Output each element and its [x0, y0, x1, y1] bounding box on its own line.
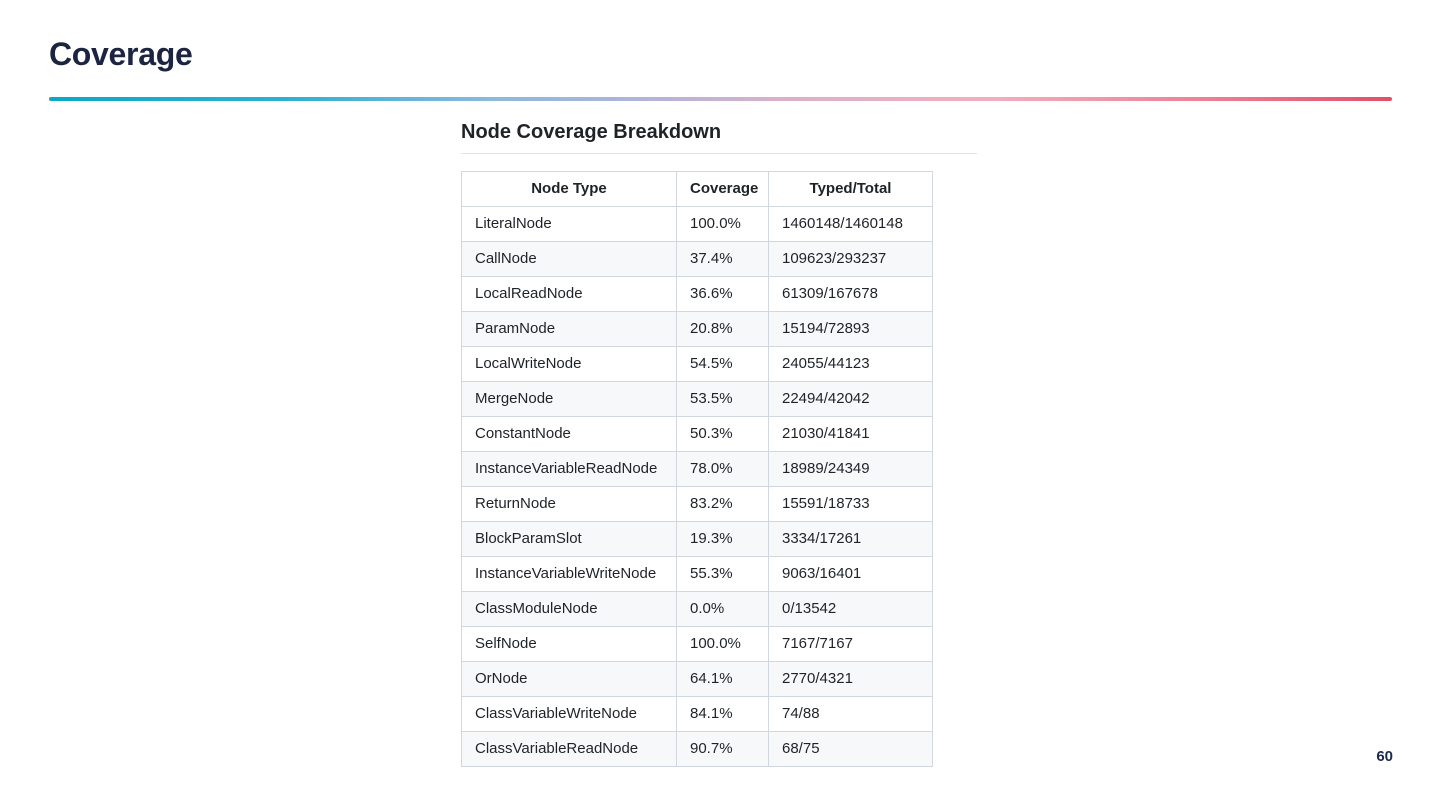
node-type-cell: ClassVariableReadNode — [461, 731, 677, 767]
slide-title: Coverage — [49, 36, 193, 72]
node-type-cell: ConstantNode — [461, 416, 677, 452]
table-row: ReturnNode 83.2% 15591/18733 — [461, 486, 933, 522]
coverage-cell: 84.1% — [676, 696, 769, 732]
table-body: LiteralNode 100.0% 1460148/1460148 CallNode… — [461, 206, 933, 767]
table-header-row: Node Type Coverage Typed/Total — [461, 171, 933, 207]
coverage-cell: 54.5% — [676, 346, 769, 382]
typed-total-cell: 21030/41841 — [768, 416, 933, 452]
typed-total-cell: 2770/4321 — [768, 661, 933, 697]
coverage-cell: 0.0% — [676, 591, 769, 627]
node-type-cell: OrNode — [461, 661, 677, 697]
node-type-cell: InstanceVariableReadNode — [461, 451, 677, 487]
coverage-cell: 83.2% — [676, 486, 769, 522]
coverage-cell: 64.1% — [676, 661, 769, 697]
column-header-typed-total: Typed/Total — [768, 171, 933, 207]
column-header-coverage: Coverage — [676, 171, 769, 207]
table-row: ClassVariableWriteNode 84.1% 74/88 — [461, 696, 933, 732]
table-row: MergeNode 53.5% 22494/42042 — [461, 381, 933, 417]
node-type-cell: InstanceVariableWriteNode — [461, 556, 677, 592]
table-row: InstanceVariableWriteNode 55.3% 9063/16401 — [461, 556, 933, 592]
coverage-cell: 20.8% — [676, 311, 769, 347]
table-row: OrNode 64.1% 2770/4321 — [461, 661, 933, 697]
table-row: ClassModuleNode 0.0% 0/13542 — [461, 591, 933, 627]
typed-total-cell: 15194/72893 — [768, 311, 933, 347]
typed-total-cell: 0/13542 — [768, 591, 933, 627]
node-type-cell: LiteralNode — [461, 206, 677, 242]
node-type-cell: LocalReadNode — [461, 276, 677, 312]
node-type-cell: MergeNode — [461, 381, 677, 417]
typed-total-cell: 15591/18733 — [768, 486, 933, 522]
coverage-cell: 100.0% — [676, 626, 769, 662]
typed-total-cell: 109623/293237 — [768, 241, 933, 277]
coverage-cell: 90.7% — [676, 731, 769, 767]
coverage-table: Node Type Coverage Typed/Total LiteralNo… — [461, 171, 933, 767]
typed-total-cell: 1460148/1460148 — [768, 206, 933, 242]
typed-total-cell: 24055/44123 — [768, 346, 933, 382]
coverage-cell: 36.6% — [676, 276, 769, 312]
table-heading: Node Coverage Breakdown — [461, 121, 977, 154]
node-type-cell: ClassVariableWriteNode — [461, 696, 677, 732]
coverage-cell: 19.3% — [676, 521, 769, 557]
node-type-cell: ReturnNode — [461, 486, 677, 522]
typed-total-cell: 22494/42042 — [768, 381, 933, 417]
table-row: ConstantNode 50.3% 21030/41841 — [461, 416, 933, 452]
table-row: LocalWriteNode 54.5% 24055/44123 — [461, 346, 933, 382]
typed-total-cell: 68/75 — [768, 731, 933, 767]
typed-total-cell: 3334/17261 — [768, 521, 933, 557]
node-type-cell: CallNode — [461, 241, 677, 277]
typed-total-cell: 9063/16401 — [768, 556, 933, 592]
table-row: BlockParamSlot 19.3% 3334/17261 — [461, 521, 933, 557]
typed-total-cell: 7167/7167 — [768, 626, 933, 662]
table-row: InstanceVariableReadNode 78.0% 18989/24349 — [461, 451, 933, 487]
typed-total-cell: 61309/167678 — [768, 276, 933, 312]
table-row: CallNode 37.4% 109623/293237 — [461, 241, 933, 277]
node-type-cell: LocalWriteNode — [461, 346, 677, 382]
typed-total-cell: 18989/24349 — [768, 451, 933, 487]
content-area: Node Coverage Breakdown Node Type Covera… — [461, 121, 981, 767]
node-type-cell: BlockParamSlot — [461, 521, 677, 557]
coverage-cell: 50.3% — [676, 416, 769, 452]
table-row: LocalReadNode 36.6% 61309/167678 — [461, 276, 933, 312]
typed-total-cell: 74/88 — [768, 696, 933, 732]
table-row: SelfNode 100.0% 7167/7167 — [461, 626, 933, 662]
table-row: ParamNode 20.8% 15194/72893 — [461, 311, 933, 347]
coverage-cell: 100.0% — [676, 206, 769, 242]
coverage-cell: 55.3% — [676, 556, 769, 592]
page-number: 60 — [1376, 748, 1393, 765]
table-row: LiteralNode 100.0% 1460148/1460148 — [461, 206, 933, 242]
node-type-cell: ClassModuleNode — [461, 591, 677, 627]
coverage-cell: 37.4% — [676, 241, 769, 277]
accent-divider — [49, 97, 1392, 101]
column-header-node-type: Node Type — [461, 171, 677, 207]
node-type-cell: SelfNode — [461, 626, 677, 662]
node-type-cell: ParamNode — [461, 311, 677, 347]
coverage-cell: 78.0% — [676, 451, 769, 487]
coverage-cell: 53.5% — [676, 381, 769, 417]
table-row: ClassVariableReadNode 90.7% 68/75 — [461, 731, 933, 767]
